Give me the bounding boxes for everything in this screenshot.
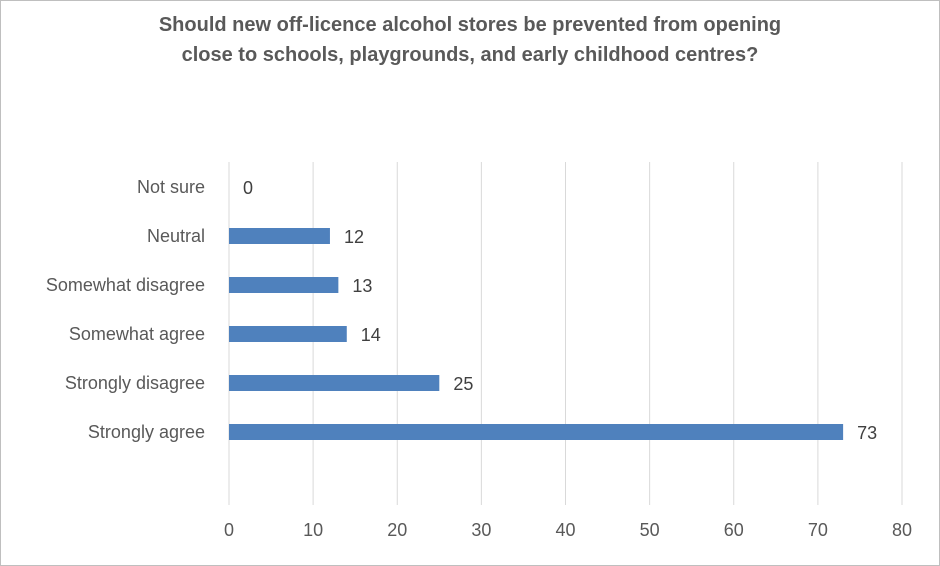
data-label: 0 [243,178,253,198]
chart-title: Should new off-licence alcohol stores be… [0,10,940,70]
gridlines [228,162,903,505]
bar [229,375,440,391]
data-label: 14 [361,325,381,345]
chart-title-line-2: close to schools, playgrounds, and early… [181,44,759,66]
bar [229,326,347,342]
data-label: 73 [857,423,877,443]
data-label: 12 [344,227,364,247]
x-tick-label: 80 [892,520,912,540]
x-tick-label: 70 [808,520,828,540]
x-tick-label: 40 [555,520,575,540]
data-label: 25 [453,374,473,394]
chart-title-line-1: Should new off-licence alcohol stores be… [158,14,782,36]
bar [229,424,844,440]
x-tick-label: 30 [471,520,491,540]
data-labels: 0 12 13 14 25 73 [243,178,877,443]
bar [229,277,339,293]
category-labels: Not sure Neutral Somewhat disagree Somewhat… [46,177,205,442]
category-label: Strongly disagree [65,373,205,393]
category-label: Somewhat disagree [46,275,205,295]
data-label: 13 [352,276,372,296]
x-tick-label: 0 [224,520,234,540]
category-label: Strongly agree [88,422,205,442]
x-tick-label: 50 [640,520,660,540]
bars [229,228,844,440]
bar [229,228,330,244]
category-label: Not sure [137,177,205,197]
x-tick-label: 60 [724,520,744,540]
x-tick-label: 20 [387,520,407,540]
x-axis-tick-labels: 0 10 20 30 40 50 60 70 80 [224,520,912,540]
category-label: Somewhat agree [69,324,205,344]
category-label: Neutral [147,226,205,246]
x-tick-label: 10 [303,520,323,540]
